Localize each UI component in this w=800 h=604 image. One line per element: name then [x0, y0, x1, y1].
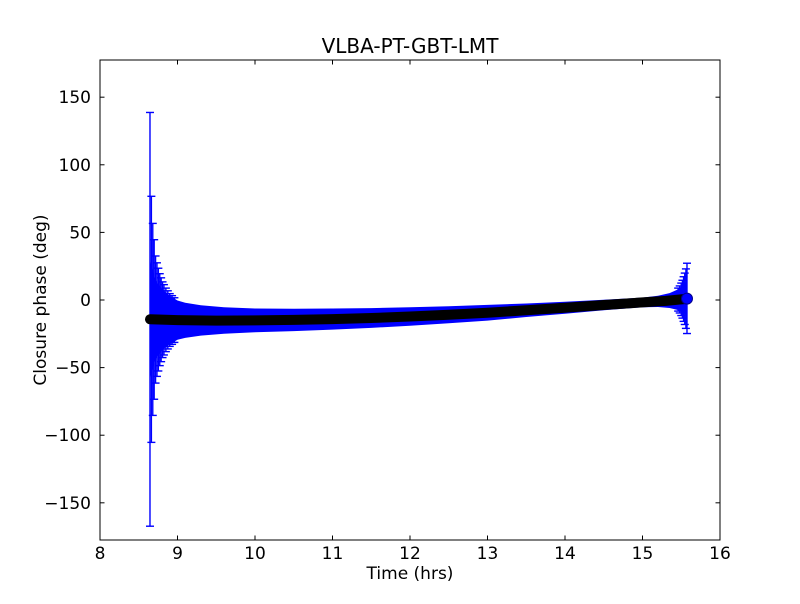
y-axis-label: Closure phase (deg) [31, 214, 51, 385]
observed-last-point-marker [680, 292, 693, 305]
y-tick-label: 150 [59, 88, 91, 108]
y-tick-label: −100 [44, 426, 91, 446]
model-curve-layer [145, 294, 689, 326]
tick-labels-layer: 8 9 10 11 12 13 14 15 16 150 100 50 0 −50 −100 −150 [44, 88, 731, 564]
y-tick-label: −50 [55, 359, 91, 379]
y-tick-label: −150 [44, 494, 91, 514]
x-tick-label: 16 [709, 544, 731, 564]
chart-title: VLBA-PT-GBT-LMT [322, 34, 500, 58]
x-tick-label: 12 [399, 544, 421, 564]
end-marker-layer [680, 292, 693, 305]
x-tick-label: 14 [554, 544, 576, 564]
axes-layer [99, 59, 721, 541]
x-tick-label: 13 [477, 544, 499, 564]
x-tick-label: 8 [95, 544, 106, 564]
x-tick-label: 11 [322, 544, 344, 564]
x-tick-label: 10 [244, 544, 266, 564]
y-tick-label: 100 [59, 156, 91, 176]
x-tick-label: 9 [172, 544, 183, 564]
y-tick-label: 50 [69, 223, 91, 243]
y-tick-label: 0 [80, 291, 91, 311]
x-axis-label: Time (hrs) [366, 564, 454, 584]
x-tick-label: 15 [632, 544, 654, 564]
model-closure-phase [145, 294, 689, 326]
